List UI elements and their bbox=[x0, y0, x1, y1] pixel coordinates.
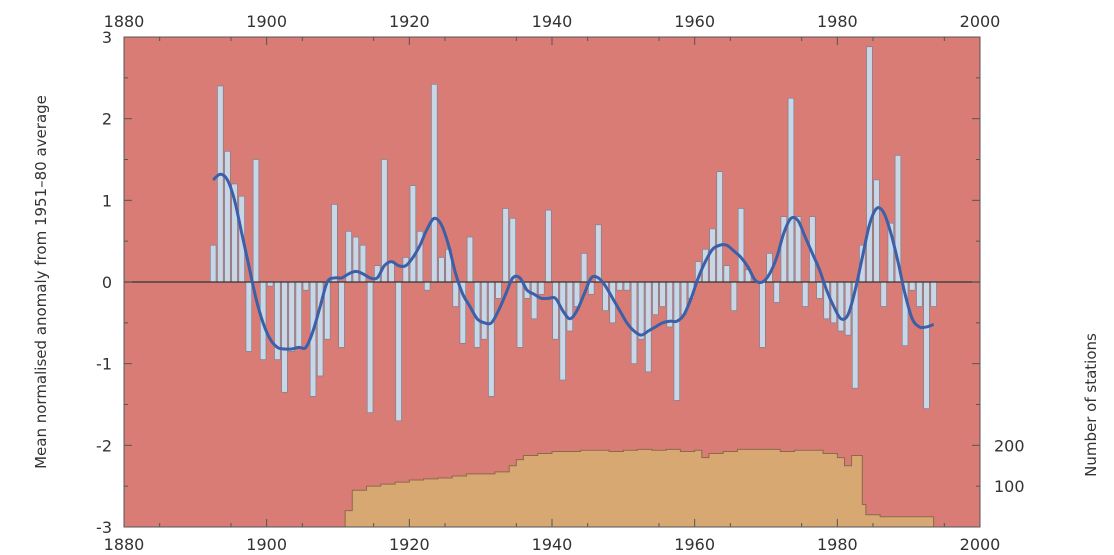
x-tick-label-bottom: 1920 bbox=[389, 535, 430, 554]
y-tick-label: -2 bbox=[96, 436, 112, 455]
anomaly-bar bbox=[545, 209, 552, 283]
anomaly-bar bbox=[402, 257, 409, 283]
anomaly-bar bbox=[366, 281, 374, 413]
anomaly-bar bbox=[538, 281, 545, 295]
y-axis-title: Mean normalised anomaly from 1951–80 ave… bbox=[32, 95, 50, 469]
anomaly-bar bbox=[516, 281, 524, 348]
anomaly-bar bbox=[438, 257, 445, 283]
y-tick-label: 0 bbox=[102, 273, 112, 292]
anomaly-bar bbox=[295, 281, 302, 348]
anomaly-bar bbox=[737, 208, 745, 283]
right-tick-label: 100 bbox=[994, 477, 1025, 496]
x-tick-label-top: 2000 bbox=[960, 12, 1001, 31]
anomaly-bar bbox=[716, 171, 723, 283]
anomaly-bar bbox=[395, 281, 402, 422]
anomaly-bar bbox=[673, 281, 680, 401]
x-tick-label-top: 1920 bbox=[389, 12, 430, 31]
anomaly-bar bbox=[388, 261, 395, 283]
right-tick-label: 200 bbox=[994, 436, 1025, 455]
x-tick-label-bottom: 1940 bbox=[532, 535, 573, 554]
anomaly-bar bbox=[352, 236, 359, 283]
anomaly-bar bbox=[267, 281, 274, 287]
anomaly-bar bbox=[837, 281, 845, 332]
anomaly-bar bbox=[224, 151, 231, 283]
anomaly-bar bbox=[709, 228, 716, 283]
anomaly-bar bbox=[645, 281, 652, 373]
x-tick-label-top: 1880 bbox=[104, 12, 145, 31]
anomaly-bar bbox=[652, 281, 659, 315]
x-tick-label-top: 1960 bbox=[674, 12, 715, 31]
anomaly-bar bbox=[288, 281, 295, 352]
anomaly-bar bbox=[531, 281, 538, 320]
anomaly-bar bbox=[873, 179, 880, 283]
stations-area bbox=[344, 448, 935, 528]
x-tick-label-top: 1980 bbox=[817, 12, 858, 31]
anomaly-bar bbox=[281, 281, 288, 393]
x-tick-label-bottom: 1980 bbox=[817, 535, 858, 554]
anomaly-bar bbox=[338, 281, 345, 348]
anomaly-bar bbox=[866, 46, 873, 283]
y-tick-label: -3 bbox=[96, 518, 112, 537]
anomaly-bar bbox=[616, 281, 623, 291]
anomaly-bar bbox=[210, 244, 217, 283]
anomaly-bar bbox=[509, 218, 516, 283]
anomaly-bar bbox=[816, 281, 823, 299]
anomaly-bar bbox=[566, 281, 573, 332]
anomaly-bar bbox=[424, 281, 431, 291]
anomaly-bar bbox=[552, 281, 559, 340]
anomaly-bar bbox=[880, 281, 887, 307]
anomaly-bar bbox=[580, 253, 588, 283]
tick-labels-layer: 1880 1880 1900 1900 1920 1920 1940 1940 1960 1960… bbox=[96, 12, 1025, 554]
anomaly-bar bbox=[488, 281, 495, 397]
anomaly-bar bbox=[787, 97, 795, 283]
anomaly-bar bbox=[302, 281, 310, 291]
anomaly-bar bbox=[659, 281, 666, 307]
x-tick-label-bottom: 1960 bbox=[674, 535, 715, 554]
plot-frame bbox=[123, 36, 981, 528]
anomaly-bar bbox=[452, 281, 459, 307]
anomaly-bar bbox=[723, 265, 730, 283]
anomaly-bar bbox=[595, 224, 602, 283]
anomaly-bar bbox=[481, 281, 488, 340]
y-tick-label: 2 bbox=[102, 110, 112, 129]
anomaly-bar bbox=[759, 281, 766, 348]
y-tick-label: 3 bbox=[102, 28, 112, 47]
anomaly-bar bbox=[638, 281, 645, 340]
anomaly-bar bbox=[502, 208, 509, 283]
x-tick-label-bottom: 1880 bbox=[104, 535, 145, 554]
y-tick-label: -1 bbox=[96, 355, 112, 374]
anomaly-bars-layer bbox=[210, 46, 937, 422]
anomaly-bar bbox=[730, 281, 738, 311]
right-axis-title: Number of stations bbox=[1082, 333, 1100, 477]
anomaly-bar bbox=[923, 281, 930, 409]
anomaly-bar bbox=[409, 185, 417, 283]
stations-area-layer bbox=[344, 448, 935, 528]
anomaly-bar bbox=[630, 281, 638, 364]
anomaly-bar bbox=[217, 85, 224, 283]
x-tick-label-bottom: 2000 bbox=[960, 535, 1001, 554]
anomaly-bar bbox=[431, 84, 438, 283]
anomaly-bar bbox=[495, 281, 502, 299]
anomaly-bar bbox=[252, 159, 260, 283]
anomaly-bar bbox=[245, 281, 252, 352]
y-tick-label: 1 bbox=[102, 191, 112, 210]
anomaly-bar bbox=[331, 204, 338, 283]
anomaly-bar bbox=[623, 281, 631, 291]
anomaly-bar bbox=[773, 281, 780, 303]
x-tick-label-top: 1900 bbox=[246, 12, 287, 31]
anomaly-bar bbox=[930, 281, 937, 307]
anomaly-bar bbox=[466, 236, 474, 283]
x-tick-label-bottom: 1900 bbox=[246, 535, 287, 554]
anomaly-bar bbox=[916, 281, 923, 307]
anomaly-bar bbox=[909, 281, 916, 291]
anomaly-bar bbox=[559, 281, 566, 381]
smoothed-anomaly-line bbox=[212, 172, 935, 351]
x-tick-label-top: 1940 bbox=[532, 12, 573, 31]
anomaly-bar bbox=[802, 281, 809, 307]
